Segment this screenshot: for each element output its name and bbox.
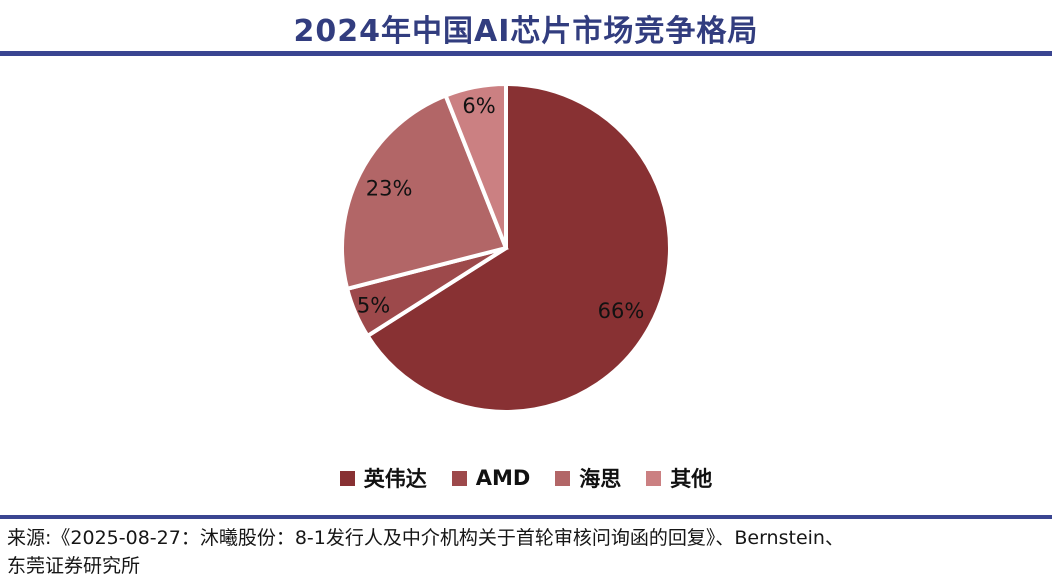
pie-chart-area: 66% 5% 23% 6% (316, 58, 696, 438)
source-text-line-1: 来源:《2025-08-27：沐曦股份：8-1发行人及中介机构关于首轮审核问询函… (7, 527, 844, 549)
pie-slice-label-nvidia: 66% (598, 299, 645, 323)
page-title: 2024年中国AI芯片市场竞争格局 (293, 14, 759, 49)
chart-legend: 英伟达 AMD 海思 其他 (0, 463, 1052, 493)
pie-slice-label-hisilicon: 23% (366, 176, 413, 200)
legend-item-amd: AMD (451, 466, 531, 490)
pie-slice-label-amd: 5% (357, 293, 390, 317)
legend-item-other: 其他 (646, 463, 712, 493)
legend-label-nvidia: 英伟达 (363, 467, 427, 491)
pie-slice-other (443, 81, 508, 249)
title-divider (0, 51, 1052, 56)
source-note: 来源:《2025-08-27：沐曦股份：8-1发行人及中介机构关于首轮审核问询函… (7, 524, 1047, 580)
legend-label-hisilicon: 海思 (579, 467, 622, 491)
legend-marker-nvidia (339, 470, 355, 486)
legend-marker-amd (451, 470, 467, 486)
source-text-line-2: 东莞证券研究所 (7, 555, 141, 577)
source-divider (0, 515, 1052, 519)
legend-item-hisilicon: 海思 (555, 463, 621, 493)
legend-marker-other (646, 470, 662, 486)
pie-chart: 66% 5% 23% 6% (339, 81, 672, 414)
legend-item-nvidia: 英伟达 (339, 463, 427, 493)
pie-slice-label-other: 6% (462, 94, 495, 118)
pie-slice-nvidia (364, 81, 672, 414)
legend-label-amd: AMD (475, 466, 531, 490)
pie-slice-hisilicon (339, 92, 509, 292)
legend-marker-hisilicon (555, 470, 571, 486)
legend-label-other: 其他 (670, 467, 713, 491)
